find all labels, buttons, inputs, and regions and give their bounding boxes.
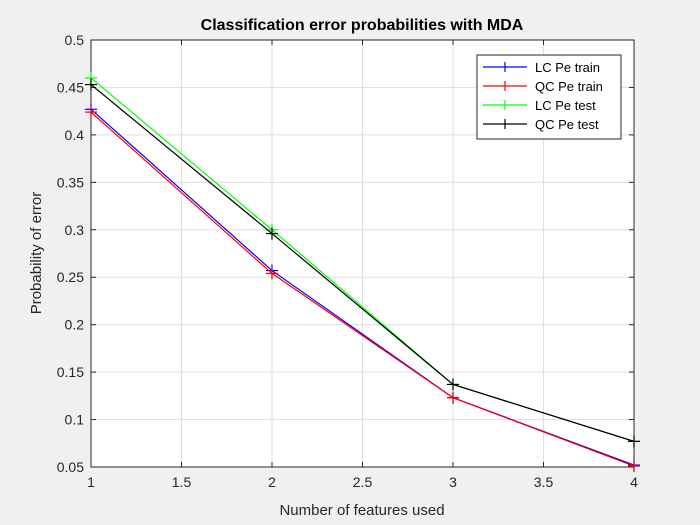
legend-label: LC Pe test (535, 98, 596, 113)
x-tick-label: 1.5 (172, 474, 192, 490)
y-tick-label: 0.4 (65, 127, 85, 143)
x-tick-label: 3 (449, 474, 457, 490)
y-tick-label: 0.2 (65, 317, 85, 333)
data-point-marker (628, 435, 640, 448)
series-line (90, 111, 635, 467)
y-tick-label: 0.45 (57, 79, 84, 95)
legend-item: LC Pe test (483, 98, 596, 113)
tick-labels: 1 1.5 2 2.5 3 3.5 4 0.05 0.1 0.15 0.2 0.25 0.3 0.35 0.… (57, 32, 638, 490)
series-line (90, 84, 635, 442)
legend-label: QC Pe train (535, 79, 603, 94)
legend-item: LC Pe train (483, 60, 600, 75)
legend-item: QC Pe test (483, 117, 599, 132)
data-point-marker (266, 227, 278, 240)
x-tick-label: 2.5 (353, 474, 373, 490)
y-tick-label: 0.15 (57, 364, 84, 380)
y-tick-label: 0.25 (57, 269, 84, 285)
x-tick-label: 1 (87, 474, 95, 490)
y-tick-label: 0.3 (65, 222, 85, 238)
y-tick-label: 0.5 (65, 32, 85, 48)
legend-label: QC Pe test (535, 117, 599, 132)
legend: LC Pe train QC Pe train LC Pe test QC Pe te… (476, 54, 622, 140)
y-tick-label: 0.05 (57, 459, 84, 475)
chart-title: Classification error probabilities with … (201, 17, 524, 34)
data-point-marker (85, 106, 97, 119)
legend-label: LC Pe train (535, 60, 600, 75)
x-tick-label: 3.5 (534, 474, 554, 490)
x-tick-label: 2 (268, 474, 276, 490)
series-lines (85, 71, 640, 473)
axes (90, 39, 635, 468)
y-tick-label: 0.1 (65, 412, 85, 428)
data-point-marker (447, 378, 459, 391)
axes-box (90, 39, 635, 468)
legend-box (476, 54, 622, 140)
x-axis-label: Number of features used (279, 502, 444, 519)
y-tick-label: 0.35 (57, 174, 84, 190)
x-tick-label: 4 (630, 474, 638, 490)
legend-item: QC Pe train (483, 79, 603, 94)
data-point-marker (85, 78, 97, 91)
data-point-marker (447, 391, 459, 404)
y-axis-label: Probability of error (28, 192, 45, 315)
data-point-marker (628, 460, 640, 473)
data-point-marker (266, 267, 278, 280)
